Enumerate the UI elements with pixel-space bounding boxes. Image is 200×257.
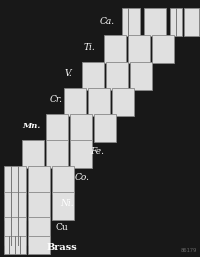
Bar: [106, 62, 128, 90]
Bar: [128, 35, 150, 63]
Bar: [28, 217, 50, 245]
Text: Mn.: Mn.: [22, 122, 40, 130]
Bar: [130, 62, 152, 90]
Text: V.: V.: [65, 69, 73, 78]
Bar: [22, 140, 44, 168]
Text: Ni.: Ni.: [60, 199, 74, 208]
Text: 86179: 86179: [181, 248, 197, 253]
Bar: [88, 88, 110, 116]
Bar: [46, 114, 68, 142]
Bar: [152, 35, 174, 63]
Bar: [4, 236, 26, 254]
Bar: [70, 114, 92, 142]
Bar: [70, 140, 92, 168]
Bar: [52, 166, 74, 194]
Bar: [4, 192, 26, 220]
Bar: [122, 8, 140, 36]
Bar: [104, 35, 126, 63]
Text: Brass: Brass: [47, 243, 78, 252]
Text: Cr.: Cr.: [50, 96, 63, 105]
Text: Fe.: Fe.: [90, 148, 104, 157]
Bar: [52, 192, 74, 220]
Bar: [4, 217, 26, 245]
Text: Ca.: Ca.: [100, 17, 115, 26]
Bar: [4, 166, 26, 194]
Text: Cu: Cu: [55, 224, 68, 233]
Bar: [46, 140, 68, 168]
Text: Co.: Co.: [75, 173, 90, 182]
Bar: [64, 88, 86, 116]
Bar: [170, 8, 182, 36]
Bar: [94, 114, 116, 142]
Bar: [144, 8, 166, 36]
Bar: [28, 192, 50, 220]
Bar: [28, 236, 50, 254]
Bar: [112, 88, 134, 116]
Bar: [82, 62, 104, 90]
Bar: [184, 8, 199, 36]
Bar: [28, 166, 50, 194]
Text: Ti.: Ti.: [84, 43, 96, 52]
